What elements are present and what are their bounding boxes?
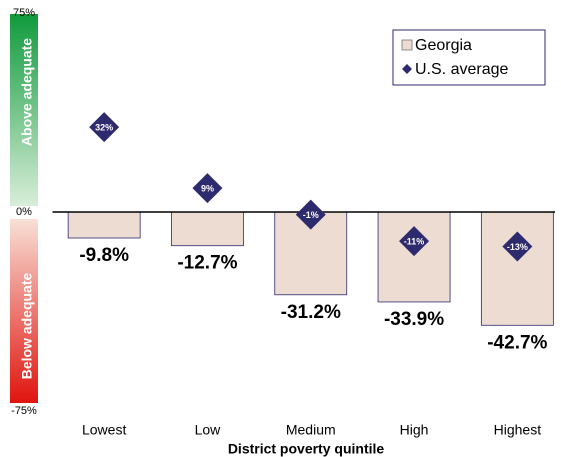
x-tick-label: Low [195,422,222,438]
y-tick-label: 0% [16,206,32,218]
value-label: -12.7% [177,253,237,274]
x-tick-label: Medium [286,422,336,438]
legend-label: U.S. average [415,61,508,78]
below-label: Below adequate [19,273,35,380]
x-tick-label: Lowest [82,422,126,438]
legend-label: Georgia [415,37,472,54]
x-tick-label: High [400,422,429,438]
above-band [10,14,38,206]
below-band [10,219,38,403]
marker-label: -1% [303,210,319,220]
above-label: Above adequate [19,38,35,146]
diamond-marker [399,226,430,257]
marker-label: -13% [507,242,528,252]
y-tick-label: 75% [13,7,35,19]
legend [392,29,546,86]
value-label: -31.2% [281,302,341,323]
marker-label: -11% [404,237,425,247]
diamond-marker [89,112,120,143]
x-tick-label: Highest [494,422,542,438]
bar [480,211,554,326]
y-tick-label: -75% [11,405,37,417]
bar [171,211,244,247]
bar [377,211,451,303]
diamond-marker [192,173,223,204]
diamond-marker [295,199,326,230]
value-label: -42.7% [487,332,547,353]
diamond-marker [502,231,533,262]
value-label: -33.9% [384,309,444,330]
bar [67,211,141,239]
x-axis-title: District poverty quintile [228,441,385,457]
legend-swatch [402,64,412,74]
value-label: -9.8% [79,245,129,266]
marker-label: 9% [201,183,214,193]
legend-swatch [401,39,413,51]
marker-label: 32% [95,122,113,132]
